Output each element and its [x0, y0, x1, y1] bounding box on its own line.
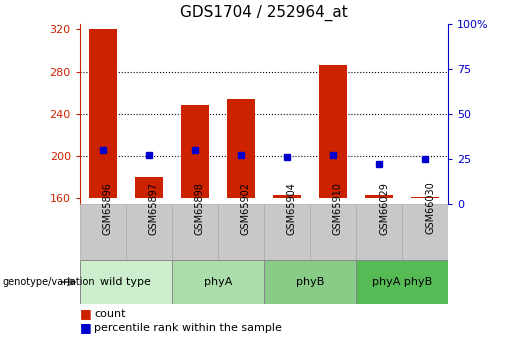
- Text: ■: ■: [80, 307, 92, 321]
- Text: wild type: wild type: [100, 277, 151, 287]
- Bar: [402, 204, 448, 260]
- Text: GSM65898: GSM65898: [195, 182, 205, 235]
- Text: GSM65910: GSM65910: [333, 182, 343, 235]
- Bar: [227, 99, 255, 198]
- Bar: [310, 204, 356, 260]
- Bar: [356, 204, 402, 260]
- Bar: [172, 204, 218, 260]
- Text: GSM66030: GSM66030: [425, 182, 435, 235]
- Title: GDS1704 / 252964_at: GDS1704 / 252964_at: [180, 5, 348, 21]
- Bar: [135, 177, 163, 198]
- Text: genotype/variation: genotype/variation: [3, 277, 95, 287]
- Text: GSM66029: GSM66029: [379, 182, 389, 235]
- Text: phyA phyB: phyA phyB: [372, 277, 432, 287]
- Text: ■: ■: [80, 321, 92, 334]
- Text: GSM65902: GSM65902: [241, 181, 251, 235]
- Text: percentile rank within the sample: percentile rank within the sample: [94, 323, 282, 333]
- Bar: [89, 29, 116, 198]
- Text: GSM65896: GSM65896: [103, 182, 113, 235]
- Bar: [319, 65, 347, 198]
- Bar: [126, 204, 172, 260]
- Bar: [365, 195, 393, 198]
- Text: phyB: phyB: [296, 277, 324, 287]
- Bar: [411, 197, 439, 198]
- Bar: [264, 260, 356, 304]
- Bar: [273, 195, 301, 198]
- Bar: [172, 260, 264, 304]
- Bar: [218, 204, 264, 260]
- Text: count: count: [94, 309, 126, 319]
- Bar: [80, 204, 126, 260]
- Bar: [264, 204, 310, 260]
- Text: phyA: phyA: [204, 277, 232, 287]
- Text: GSM65904: GSM65904: [287, 182, 297, 235]
- Bar: [80, 260, 172, 304]
- Bar: [181, 106, 209, 198]
- Text: GSM65897: GSM65897: [149, 181, 159, 235]
- Bar: [356, 260, 448, 304]
